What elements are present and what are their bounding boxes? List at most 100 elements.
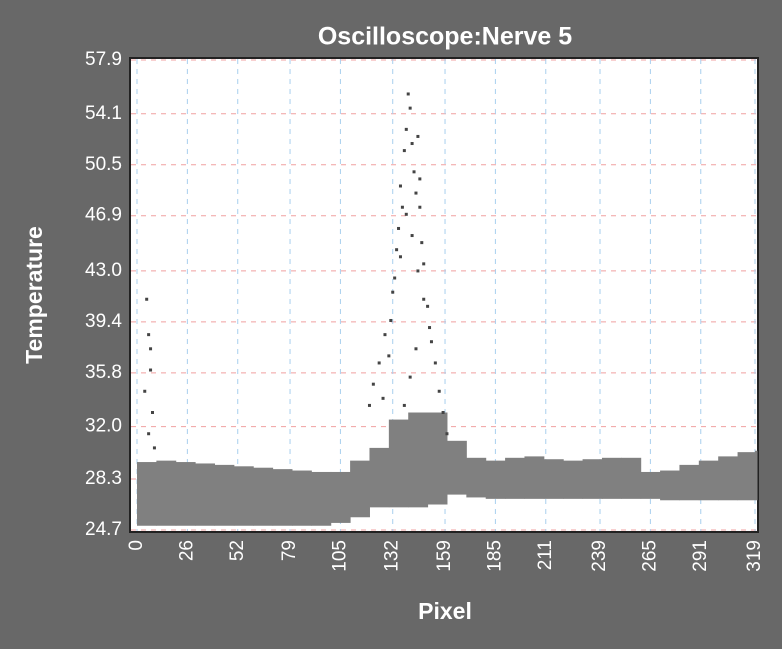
signal-band [388,419,409,508]
y-tick-label: 57.9 [85,49,122,70]
y-tick-label: 50.5 [85,154,122,175]
signal-band [621,457,642,499]
sample-point [389,318,393,322]
signal-band [601,457,622,499]
sample-point [437,389,441,393]
sample-point [426,304,430,308]
sample-point [408,375,412,379]
signal-band [505,457,525,499]
sample-point [429,340,433,344]
signal-band [233,466,254,526]
sample-point [398,255,402,259]
signal-band [272,469,293,526]
signal-band [485,460,506,499]
y-axis-label: Temperature [21,226,47,364]
signal-band [524,456,545,499]
sample-point [397,226,401,230]
sample-point [147,333,151,337]
signal-band [718,456,739,501]
sample-point [416,134,420,138]
sample-point [404,212,408,216]
sample-point [418,177,422,181]
marks [137,92,758,526]
sample-point [445,432,449,436]
x-tick-label: 159 [434,540,455,572]
signal-band [291,470,312,526]
sample-point [149,347,153,351]
signal-band [679,464,700,501]
sample-point [143,389,147,393]
signal-band [330,471,351,523]
x-tick-label: 239 [589,540,610,572]
y-tick-label: 39.4 [85,311,122,332]
x-tick-label: 52 [227,540,248,561]
y-tick-label: 43.0 [85,260,122,281]
sample-point [395,248,399,252]
x-tick-label: 0 [126,540,147,551]
sample-point [383,333,387,337]
sample-point [398,184,402,188]
sample-point [404,127,408,131]
y-tick-label: 54.1 [85,103,122,124]
x-axis-label: Pixel [418,598,472,624]
signal-band [427,412,448,505]
sample-point [433,361,437,365]
signal-band [350,460,370,518]
signal-band [543,459,564,499]
signal-band [195,463,215,526]
sample-point [418,205,422,209]
signal-band [563,460,584,499]
signal-band [737,452,756,501]
x-tick-label: 185 [484,540,505,572]
signal-band [156,460,177,526]
signal-band [446,440,467,495]
sample-point [408,106,412,110]
sample-point [412,170,416,174]
sample-point [441,411,445,414]
sample-point [410,142,414,146]
sample-point [416,269,420,273]
y-tick-label: 46.9 [85,205,122,226]
signal-band [311,471,332,526]
sample-point [402,149,406,153]
sample-point [367,403,371,407]
sample-point [149,368,153,372]
sample-point [391,290,395,294]
y-tick-label: 28.3 [85,468,122,489]
sample-point [371,382,375,386]
sample-point [420,241,424,245]
signal-band [175,462,196,526]
y-tick-label: 32.0 [85,416,122,437]
sample-point [387,354,391,358]
sample-point [400,205,404,209]
sample-point [422,297,426,301]
y-tick-label: 24.7 [85,519,122,540]
sample-point [406,92,410,96]
signal-band [755,450,758,501]
sample-point [152,446,156,450]
signal-band [214,464,235,526]
sample-point [414,191,418,195]
signal-band [408,412,429,508]
sample-point [402,403,406,407]
signal-band [698,460,719,501]
sample-point [393,276,397,280]
x-tick-label: 26 [176,540,197,561]
signal-band [640,471,661,499]
labels: 24.7 28.3 32.0 35.8 39.4 43.0 46.9 50.5 54.1 57.9… [85,49,765,572]
sample-point [145,297,149,301]
signal-band [369,447,390,508]
x-tick-label: 79 [279,540,300,561]
x-tick-label: 319 [744,540,765,572]
sample-point [147,432,151,436]
sample-point [381,396,385,400]
y-tick-label: 35.8 [85,362,122,383]
signal-band [466,457,487,498]
sample-point [428,326,432,330]
signal-band [137,462,157,526]
sample-point [410,234,414,238]
signal-band [253,467,274,526]
x-tick-label: 291 [690,540,711,572]
signal-band [660,470,680,501]
